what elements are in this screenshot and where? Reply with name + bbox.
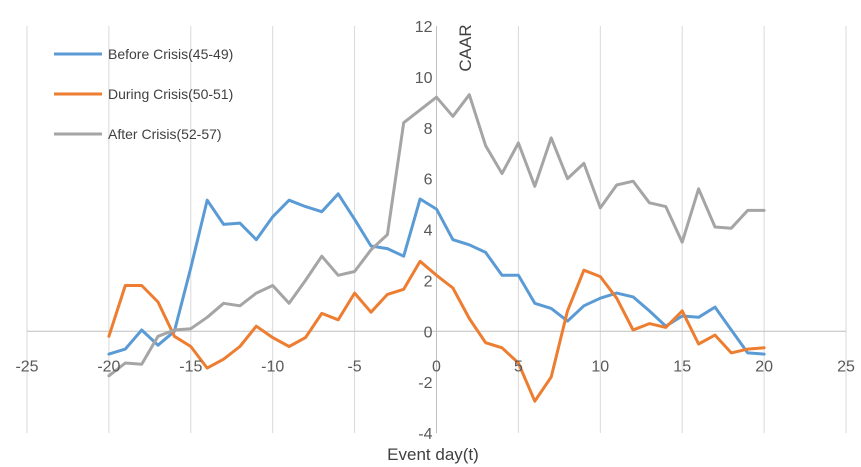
y-tick-label: 6: [424, 172, 433, 189]
x-tick-label: -5: [347, 358, 361, 375]
y-tick-label: 12: [415, 19, 433, 36]
y-tick-label: -4: [418, 426, 432, 443]
x-tick-label: -15: [179, 358, 202, 375]
x-tick-label: 20: [755, 358, 773, 375]
legend: Before Crisis(45-49) During Crisis(50-51)…: [54, 46, 233, 142]
x-tick-label: 10: [591, 358, 609, 375]
x-tick-label: 5: [514, 358, 523, 375]
x-tick-label: -10: [261, 358, 284, 375]
y-tick-label: 0: [424, 324, 433, 341]
x-tick-label: -20: [97, 358, 120, 375]
y-tick-label: 8: [424, 121, 433, 138]
x-tick-label: 15: [673, 358, 691, 375]
axes: [27, 26, 846, 433]
legend-label-1: Before Crisis(45-49): [108, 46, 233, 62]
x-tick-labels: -25 -20 -15 -10 -5 0 5 10 15 20 25: [15, 358, 855, 375]
legend-label-3: After Crisis(52-57): [108, 126, 222, 142]
y-tick-label: 4: [424, 223, 433, 240]
series-line-3: [107, 93, 766, 378]
x-tick-label: -25: [15, 358, 38, 375]
legend-label-2: During Crisis(50-51): [108, 86, 233, 102]
x-axis-title: Event day(t): [387, 445, 479, 464]
gridlines: [26, 26, 847, 433]
y-tick-label: -2: [418, 375, 432, 392]
y-tick-label: 2: [424, 273, 433, 290]
series-line-2: [107, 259, 766, 403]
y-axis-title: CAAR: [456, 24, 475, 71]
y-tick-label: 10: [415, 70, 433, 87]
x-tick-label: 25: [837, 358, 855, 375]
x-tick-label: 0: [432, 358, 441, 375]
series-lines: [107, 93, 766, 403]
series-line-1: [107, 192, 766, 356]
y-tick-labels: -4 -2 0 2 4 6 8 10 12: [415, 19, 433, 443]
